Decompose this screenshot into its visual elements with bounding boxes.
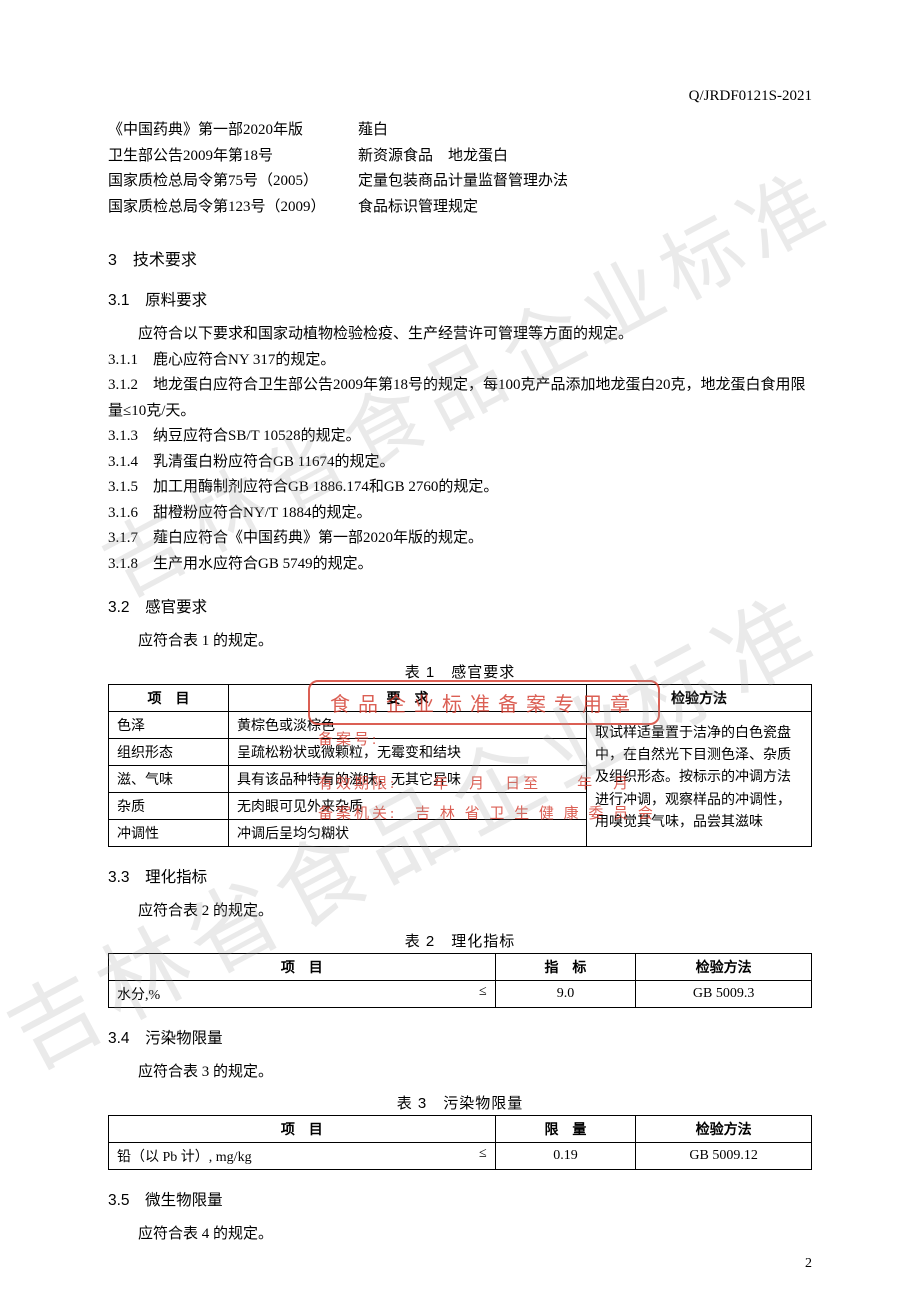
table3-caption: 表 3 污染物限量 [108, 1092, 812, 1113]
section-title: 技术要求 [133, 252, 197, 269]
ref-right: 新资源食品 地龙蛋白 [358, 144, 812, 170]
table-row: 色泽 黄棕色或淡棕色 取试样适量置于洁净的白色瓷盘中，在自然光下目测色泽、杂质及… [109, 711, 812, 738]
item-op: ≤ [479, 1146, 487, 1162]
section-num: 3.2 [108, 599, 130, 616]
table-header-row: 项 目 限 量 检验方法 [109, 1115, 812, 1142]
cell-item: 色泽 [109, 711, 229, 738]
cell-item: 铅（以 Pb 计）, mg/kg ≤ [109, 1142, 496, 1169]
section-3-heading: 3 技术要求 [108, 246, 812, 270]
section-3-3-heading: 3.3 理化指标 [108, 865, 812, 887]
cell-value: 0.19 [495, 1142, 636, 1169]
ref-row: 国家质检总局令第123号（2009） 食品标识管理规定 [108, 195, 812, 221]
col-value: 指 标 [495, 954, 636, 981]
table-row: 水分,% ≤ 9.0 GB 5009.3 [109, 981, 812, 1008]
doc-code: Q/JRDF0121S-2021 [689, 88, 812, 105]
section-title: 感官要求 [145, 599, 207, 616]
ref-left: 国家质检总局令第123号（2009） [108, 195, 358, 221]
ref-right: 薤白 [358, 118, 812, 144]
page-number: 2 [805, 1256, 812, 1272]
item-op: ≤ [479, 984, 487, 1000]
ref-left: 《中国药典》第一部2020年版 [108, 118, 358, 144]
section-num: 3.4 [108, 1030, 130, 1047]
ref-left: 卫生部公告2009年第18号 [108, 144, 358, 170]
cell-item: 冲调性 [109, 819, 229, 846]
req-item: 3.1.1 鹿心应符合NY 317的规定。 [108, 348, 812, 374]
ref-row: 卫生部公告2009年第18号 新资源食品 地龙蛋白 [108, 144, 812, 170]
table1-sensory: 项 目 要 求 检验方法 色泽 黄棕色或淡棕色 取试样适量置于洁净的白色瓷盘中，… [108, 684, 812, 847]
section-num: 3.5 [108, 1192, 130, 1209]
section-3-2-heading: 3.2 感官要求 [108, 595, 812, 617]
section-title: 原料要求 [145, 292, 207, 309]
cell-method: GB 5009.12 [636, 1142, 812, 1169]
section-title: 微生物限量 [145, 1192, 223, 1209]
cell-req: 无肉眼可见外来杂质 [229, 792, 587, 819]
ref-right: 定量包装商品计量监督管理办法 [358, 169, 812, 195]
cell-item: 滋、气味 [109, 765, 229, 792]
cell-value: 9.0 [495, 981, 636, 1008]
table2-caption: 表 2 理化指标 [108, 930, 812, 951]
cell-req: 具有该品种特有的滋味，无其它异味 [229, 765, 587, 792]
col-method: 检验方法 [587, 684, 812, 711]
col-method: 检验方法 [636, 954, 812, 981]
item-name: 水分,% [117, 984, 160, 1004]
section-3-5-heading: 3.5 微生物限量 [108, 1188, 812, 1210]
ref-right: 食品标识管理规定 [358, 195, 812, 221]
req-item: 3.1.2 地龙蛋白应符合卫生部公告2009年第18号的规定，每100克产品添加… [108, 373, 812, 424]
req-item: 3.1.3 纳豆应符合SB/T 10528的规定。 [108, 424, 812, 450]
section-3-5-intro: 应符合表 4 的规定。 [108, 1222, 812, 1248]
req-item: 3.1.4 乳清蛋白粉应符合GB 11674的规定。 [108, 450, 812, 476]
table-header-row: 项 目 要 求 检验方法 [109, 684, 812, 711]
cell-method: GB 5009.3 [636, 981, 812, 1008]
req-item: 3.1.8 生产用水应符合GB 5749的规定。 [108, 552, 812, 578]
cell-req: 黄棕色或淡棕色 [229, 711, 587, 738]
col-req: 要 求 [229, 684, 587, 711]
section-3-4-heading: 3.4 污染物限量 [108, 1026, 812, 1048]
section-num: 3.1 [108, 292, 130, 309]
section-3-4-intro: 应符合表 3 的规定。 [108, 1060, 812, 1086]
table1-caption: 表 1 感官要求 [108, 661, 812, 682]
table-header-row: 项 目 指 标 检验方法 [109, 954, 812, 981]
col-item: 项 目 [109, 684, 229, 711]
col-item: 项 目 [109, 1115, 496, 1142]
req-item: 3.1.6 甜橙粉应符合NY/T 1884的规定。 [108, 501, 812, 527]
section-title: 理化指标 [145, 869, 207, 886]
table-row: 铅（以 Pb 计）, mg/kg ≤ 0.19 GB 5009.12 [109, 1142, 812, 1169]
req-item: 3.1.7 薤白应符合《中国药典》第一部2020年版的规定。 [108, 526, 812, 552]
section-num: 3 [108, 252, 117, 269]
ref-row: 《中国药典》第一部2020年版 薤白 [108, 118, 812, 144]
section-3-1-heading: 3.1 原料要求 [108, 288, 812, 310]
table3-contaminants: 项 目 限 量 检验方法 铅（以 Pb 计）, mg/kg ≤ 0.19 GB … [108, 1115, 812, 1170]
cell-item: 组织形态 [109, 738, 229, 765]
section-3-1-intro: 应符合以下要求和国家动植物检验检疫、生产经营许可管理等方面的规定。 [108, 322, 812, 348]
section-num: 3.3 [108, 869, 130, 886]
section-3-3-intro: 应符合表 2 的规定。 [108, 899, 812, 925]
normative-refs: 《中国药典》第一部2020年版 薤白 卫生部公告2009年第18号 新资源食品 … [108, 118, 812, 220]
cell-method: 取试样适量置于洁净的白色瓷盘中，在自然光下目测色泽、杂质及组织形态。按标示的冲调… [587, 711, 812, 846]
col-method: 检验方法 [636, 1115, 812, 1142]
section-3-2-intro: 应符合表 1 的规定。 [108, 629, 812, 655]
ref-left: 国家质检总局令第75号（2005） [108, 169, 358, 195]
cell-item: 水分,% ≤ [109, 981, 496, 1008]
cell-item: 杂质 [109, 792, 229, 819]
cell-req: 呈疏松粉状或微颗粒，无霉变和结块 [229, 738, 587, 765]
cell-req: 冲调后呈均匀糊状 [229, 819, 587, 846]
col-limit: 限 量 [495, 1115, 636, 1142]
req-item: 3.1.5 加工用酶制剂应符合GB 1886.174和GB 2760的规定。 [108, 475, 812, 501]
ref-row: 国家质检总局令第75号（2005） 定量包装商品计量监督管理办法 [108, 169, 812, 195]
section-title: 污染物限量 [145, 1030, 223, 1047]
col-item: 项 目 [109, 954, 496, 981]
table2-physchem: 项 目 指 标 检验方法 水分,% ≤ 9.0 GB 5009.3 [108, 953, 812, 1008]
item-name: 铅（以 Pb 计）, mg/kg [117, 1146, 252, 1166]
